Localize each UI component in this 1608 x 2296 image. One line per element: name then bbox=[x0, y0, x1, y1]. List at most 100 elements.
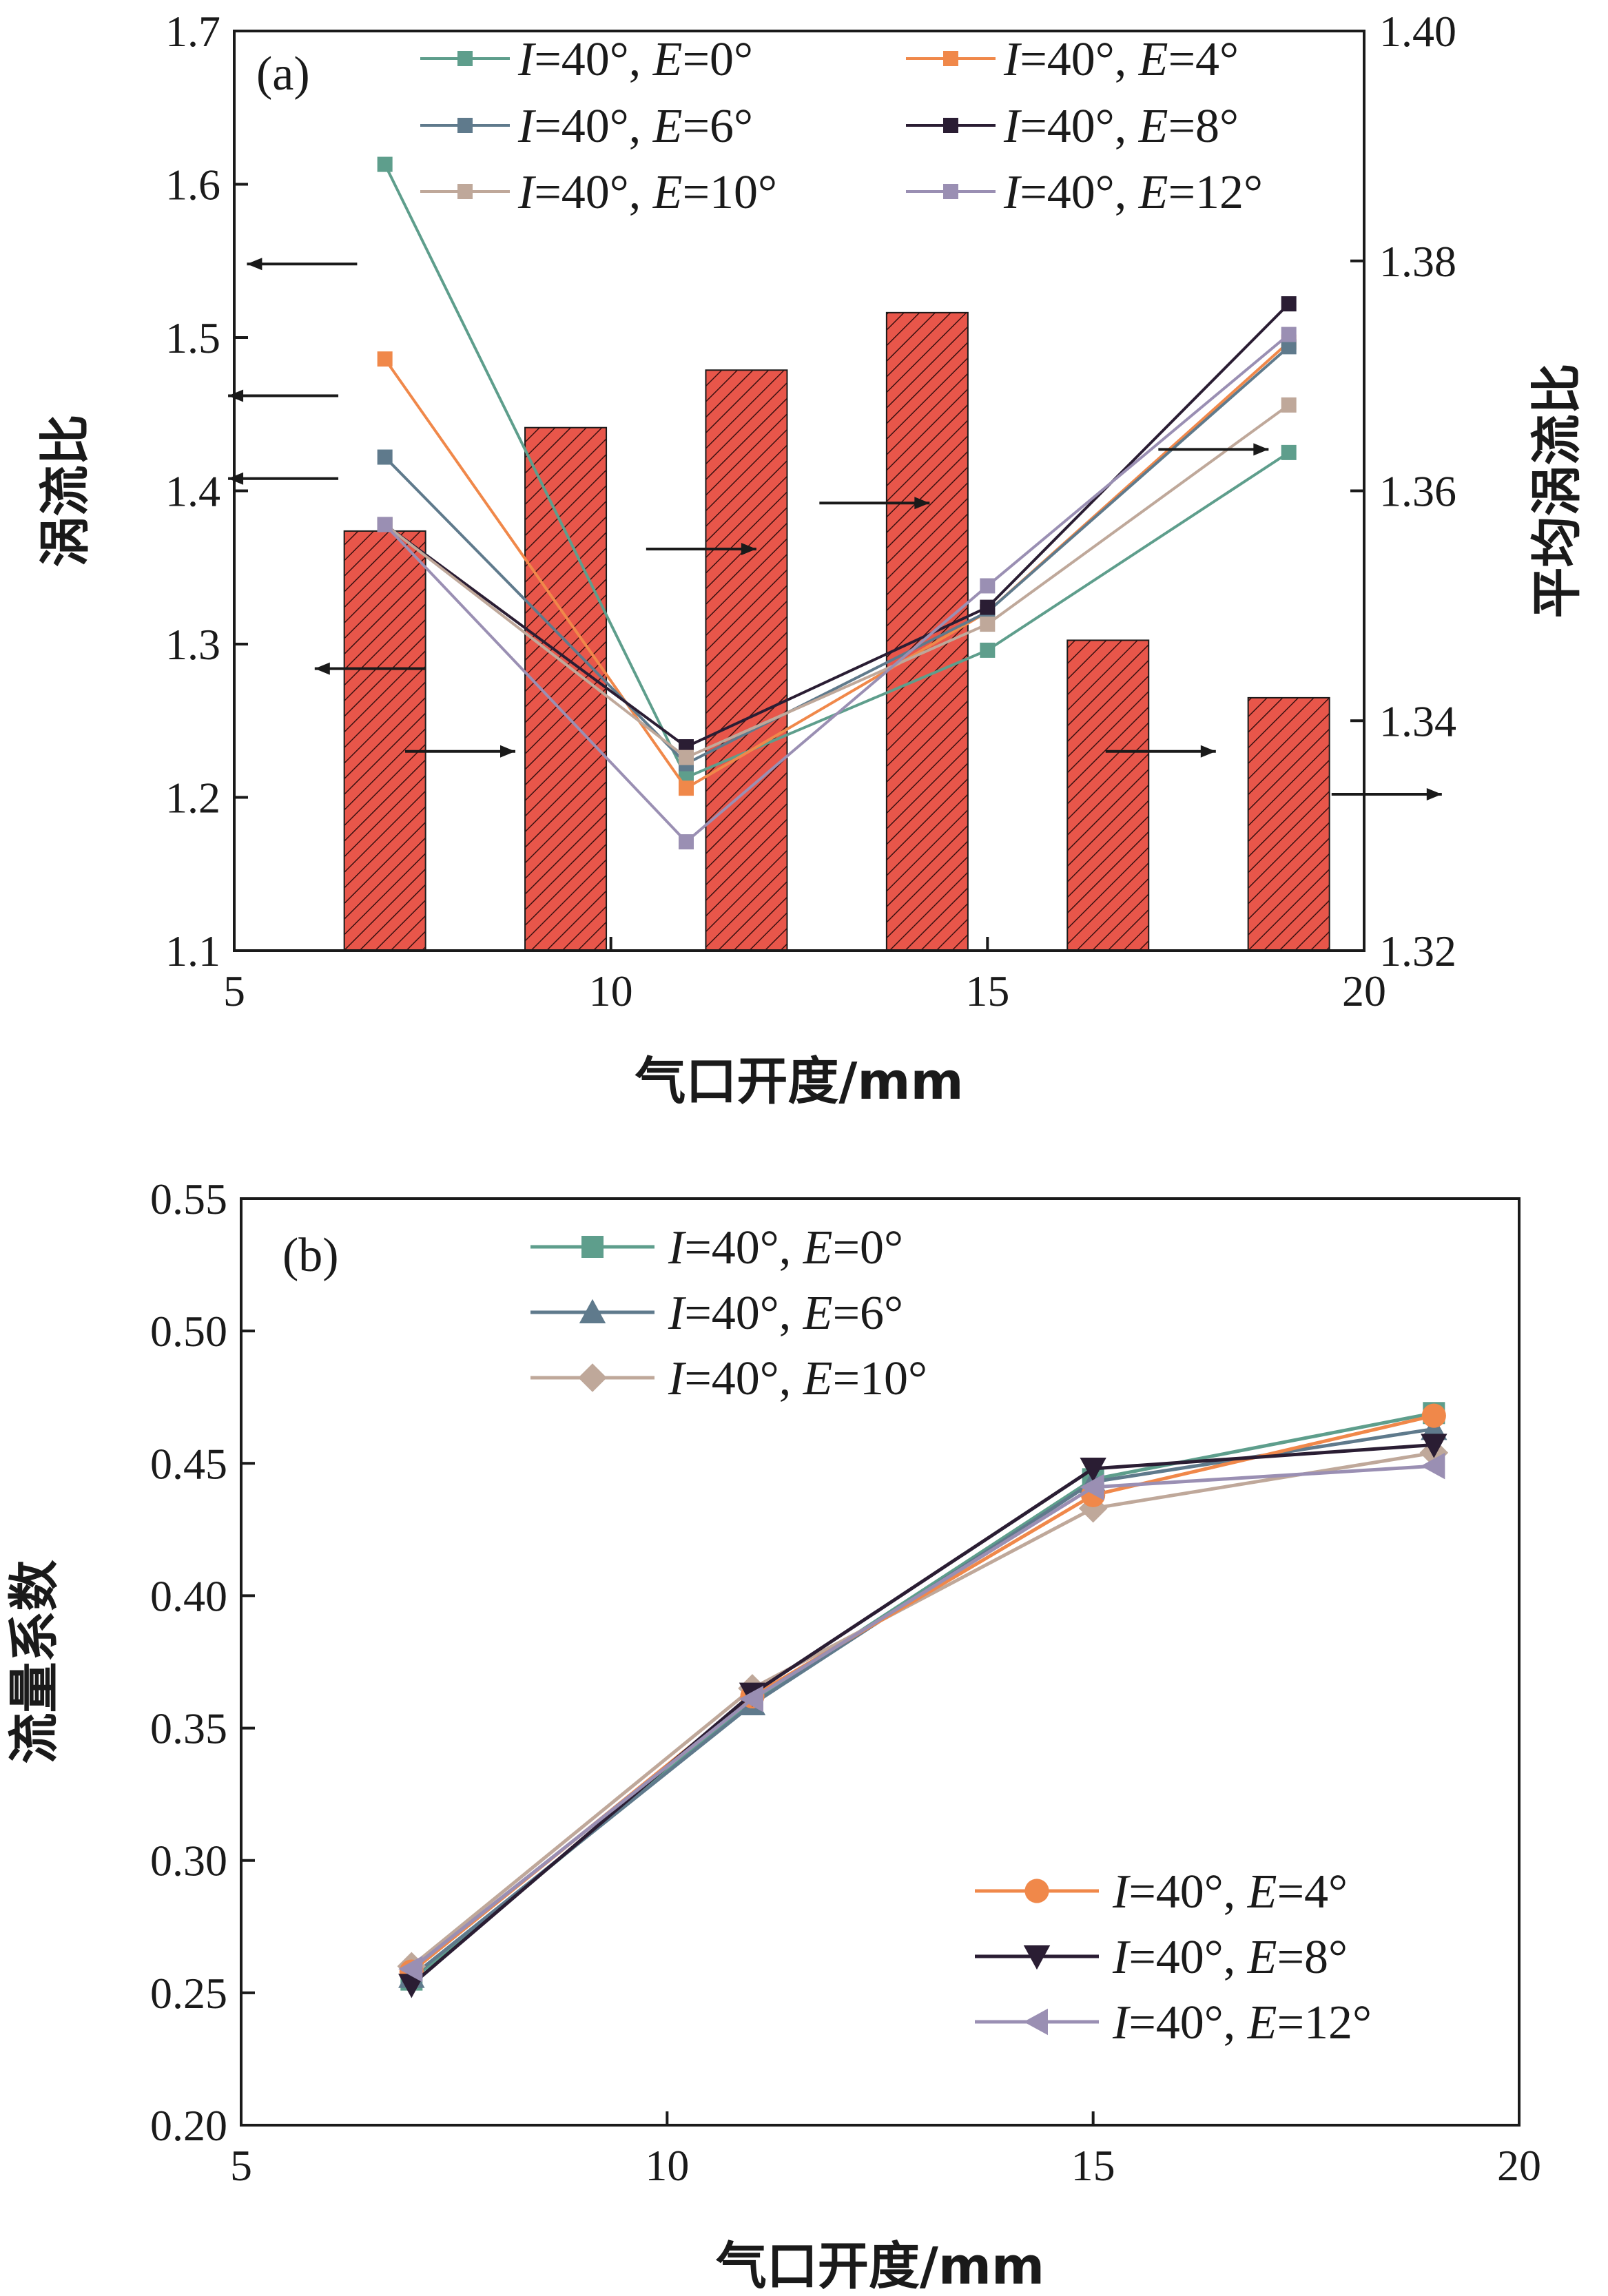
legend-marker-b-2 bbox=[578, 1363, 607, 1392]
ytick-label-b-4: 0.40 bbox=[150, 1571, 227, 1620]
xtick-label-b-2: 15 bbox=[1071, 2141, 1115, 2190]
legend-marker-a-0 bbox=[457, 51, 473, 66]
legend-label-b-4: I=40°, E=8° bbox=[1112, 1931, 1348, 1984]
arrow-a-0-head bbox=[247, 258, 262, 271]
ytick-right-label-a-4: 1.40 bbox=[1379, 7, 1456, 56]
ytick-left-label-a-0: 1.1 bbox=[165, 927, 220, 975]
x-axis-label-b: 气口开度/mm bbox=[716, 2237, 1044, 2296]
ytick-left-label-a-3: 1.4 bbox=[165, 467, 220, 516]
arrow-a-4-head bbox=[500, 745, 515, 758]
line-a-4 bbox=[384, 404, 1290, 759]
line-b-4 bbox=[410, 1442, 1434, 1987]
legend-label-b-3: I=40°, E=4° bbox=[1112, 1865, 1348, 1918]
point-a-5-3 bbox=[1281, 327, 1297, 342]
arrow-a-8 bbox=[1105, 745, 1216, 758]
point-a-5-2 bbox=[980, 578, 996, 594]
legend-label-a-0: I=40°, E=0° bbox=[517, 33, 753, 86]
point-b-5-3 bbox=[1421, 1452, 1445, 1480]
arrow-a-7-head bbox=[1253, 443, 1269, 456]
bar-a-5 bbox=[1247, 696, 1330, 951]
chart-a: 5 10 15 20 1.1 1.2 1.3 1.4 1.5 1.6 1.7 1.32 1.34 1.36… bbox=[36, 7, 1587, 1111]
legend-label-a-5: I=40°, E=12° bbox=[1003, 166, 1263, 219]
arrow-a-1 bbox=[228, 389, 339, 402]
arrow-a-3 bbox=[314, 662, 425, 675]
arrow-a-2 bbox=[228, 472, 339, 485]
legend-label-a-1: I=40°, E=4° bbox=[1003, 33, 1239, 86]
arrow-a-6 bbox=[819, 497, 930, 510]
ytick-label-b-5: 0.45 bbox=[150, 1439, 227, 1488]
y-axis-label-b: 流量系数 bbox=[5, 1560, 64, 1764]
line-b-5 bbox=[410, 1464, 1434, 1971]
ytick-label-b-3: 0.35 bbox=[150, 1704, 227, 1753]
xtick-label-a-2: 15 bbox=[965, 966, 1009, 1015]
point-a-2-3 bbox=[1281, 339, 1297, 355]
legend-marker-a-3 bbox=[943, 118, 958, 133]
legend-marker-b-4 bbox=[1023, 1945, 1051, 1970]
point-b-5-2 bbox=[1080, 1473, 1104, 1501]
point-b-5-1 bbox=[739, 1686, 763, 1713]
line-a-1 bbox=[384, 341, 1290, 790]
ytick-right-label-a-1: 1.34 bbox=[1379, 696, 1456, 745]
ytick-label-b-6: 0.50 bbox=[150, 1307, 227, 1356]
point-b-5-0 bbox=[398, 1956, 423, 1983]
legend-label-b-5: I=40°, E=12° bbox=[1112, 1996, 1372, 2049]
xtick-label-a-0: 5 bbox=[223, 966, 245, 1015]
x-axis-label-a: 气口开度/mm bbox=[635, 1052, 963, 1111]
point-b-4-3 bbox=[1421, 1434, 1447, 1458]
chart-b: 5 10 15 20 0.20 0.25 0.30 0.35 0.40 0.45 0.50 0.55 气… bbox=[5, 1175, 1541, 2296]
legend-marker-a-1 bbox=[943, 51, 958, 66]
xtick-label-a-1: 10 bbox=[589, 966, 633, 1015]
line-a-5 bbox=[384, 333, 1290, 844]
arrow-a-0 bbox=[247, 258, 358, 271]
arrow-a-8-head bbox=[1200, 745, 1216, 758]
point-a-3-2 bbox=[980, 599, 996, 615]
bar-a-1 bbox=[524, 426, 608, 951]
ytick-right-label-a-0: 1.32 bbox=[1379, 927, 1456, 975]
arrow-a-4 bbox=[405, 745, 515, 758]
line-b-2 bbox=[410, 1451, 1434, 1968]
arrow-a-9 bbox=[1331, 788, 1442, 801]
arrow-a-9-head bbox=[1426, 788, 1442, 801]
legend-marker-a-5 bbox=[943, 184, 958, 199]
arrow-a-6-head bbox=[914, 497, 930, 510]
ytick-left-label-a-1: 1.2 bbox=[165, 774, 220, 823]
ytick-left-label-a-5: 1.6 bbox=[165, 161, 220, 209]
y-axis-label-left-a: 涡流比 bbox=[36, 415, 95, 568]
ytick-left-label-a-4: 1.5 bbox=[165, 313, 220, 362]
point-a-0-3 bbox=[1281, 444, 1297, 460]
arrow-a-7 bbox=[1158, 443, 1269, 456]
legend-label-b-1: I=40°, E=6° bbox=[668, 1287, 903, 1340]
ytick-label-b-2: 0.30 bbox=[150, 1837, 227, 1885]
legend-marker-b-5 bbox=[1023, 2008, 1048, 2036]
point-a-4-3 bbox=[1281, 397, 1297, 413]
xtick-label-a-3: 20 bbox=[1342, 966, 1386, 1015]
legend-label-a-4: I=40°, E=10° bbox=[517, 166, 777, 219]
line-a-2 bbox=[384, 345, 1290, 765]
point-a-2-0 bbox=[377, 449, 393, 465]
bar-a-0 bbox=[343, 530, 426, 951]
legend-marker-b-3 bbox=[1024, 1879, 1049, 1903]
legend-label-b-2: I=40°, E=10° bbox=[668, 1352, 927, 1405]
bar-a-4 bbox=[1066, 639, 1150, 951]
point-a-4-2 bbox=[980, 617, 996, 632]
point-b-4-0 bbox=[398, 1974, 425, 1998]
legend-marker-a-4 bbox=[457, 184, 473, 199]
xtick-label-b-0: 5 bbox=[230, 2141, 252, 2190]
panel-label-a: (a) bbox=[256, 48, 310, 101]
ytick-label-b-1: 0.25 bbox=[150, 1969, 227, 2018]
ytick-left-label-a-2: 1.3 bbox=[165, 620, 220, 669]
ytick-left-label-a-6: 1.7 bbox=[165, 7, 220, 56]
legend-marker-b-1 bbox=[579, 1299, 606, 1323]
point-a-0-2 bbox=[980, 642, 996, 658]
point-b-4-2 bbox=[1080, 1457, 1106, 1482]
legend-label-a-3: I=40°, E=8° bbox=[1003, 100, 1239, 153]
xtick-label-b-3: 20 bbox=[1497, 2141, 1541, 2190]
legend-marker-b-0 bbox=[581, 1236, 604, 1258]
plot-frame-b bbox=[240, 1197, 1521, 2127]
line-a-3 bbox=[384, 302, 1290, 749]
point-a-0-0 bbox=[377, 156, 393, 172]
point-a-4-1 bbox=[679, 749, 694, 765]
ytick-right-label-a-3: 1.38 bbox=[1379, 237, 1456, 286]
point-a-1-1 bbox=[679, 780, 694, 796]
